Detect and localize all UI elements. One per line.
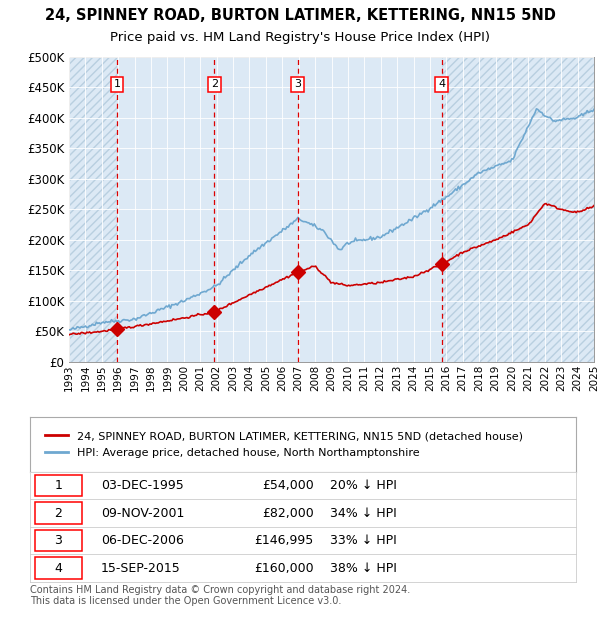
Text: 34% ↓ HPI: 34% ↓ HPI	[331, 507, 397, 520]
Legend: 24, SPINNEY ROAD, BURTON LATIMER, KETTERING, NN15 5ND (detached house), HPI: Ave: 24, SPINNEY ROAD, BURTON LATIMER, KETTER…	[41, 427, 527, 462]
Text: This data is licensed under the Open Government Licence v3.0.: This data is licensed under the Open Gov…	[30, 596, 341, 606]
Text: 33% ↓ HPI: 33% ↓ HPI	[331, 534, 397, 547]
Text: 06-DEC-2006: 06-DEC-2006	[101, 534, 184, 547]
Text: £160,000: £160,000	[254, 562, 314, 575]
Bar	[69, 57, 117, 362]
Text: 2: 2	[211, 79, 218, 89]
Text: 4: 4	[55, 562, 62, 575]
Text: 2: 2	[55, 507, 62, 520]
Text: 20% ↓ HPI: 20% ↓ HPI	[331, 479, 397, 492]
Text: 1: 1	[113, 79, 121, 89]
Text: 15-SEP-2015: 15-SEP-2015	[101, 562, 181, 575]
FancyBboxPatch shape	[35, 475, 82, 497]
FancyBboxPatch shape	[35, 530, 82, 551]
Text: 09-NOV-2001: 09-NOV-2001	[101, 507, 184, 520]
Text: 1: 1	[55, 479, 62, 492]
Bar	[442, 57, 594, 362]
Text: £146,995: £146,995	[254, 534, 314, 547]
Text: Price paid vs. HM Land Registry's House Price Index (HPI): Price paid vs. HM Land Registry's House …	[110, 32, 490, 45]
FancyBboxPatch shape	[35, 502, 82, 524]
Text: £54,000: £54,000	[262, 479, 314, 492]
Text: 03-DEC-1995: 03-DEC-1995	[101, 479, 184, 492]
Text: 4: 4	[438, 79, 445, 89]
Text: 3: 3	[294, 79, 301, 89]
Text: Contains HM Land Registry data © Crown copyright and database right 2024.: Contains HM Land Registry data © Crown c…	[30, 585, 410, 595]
Text: 24, SPINNEY ROAD, BURTON LATIMER, KETTERING, NN15 5ND: 24, SPINNEY ROAD, BURTON LATIMER, KETTER…	[44, 8, 556, 23]
Text: £82,000: £82,000	[262, 507, 314, 520]
Text: 38% ↓ HPI: 38% ↓ HPI	[331, 562, 397, 575]
Text: 3: 3	[55, 534, 62, 547]
FancyBboxPatch shape	[35, 557, 82, 579]
